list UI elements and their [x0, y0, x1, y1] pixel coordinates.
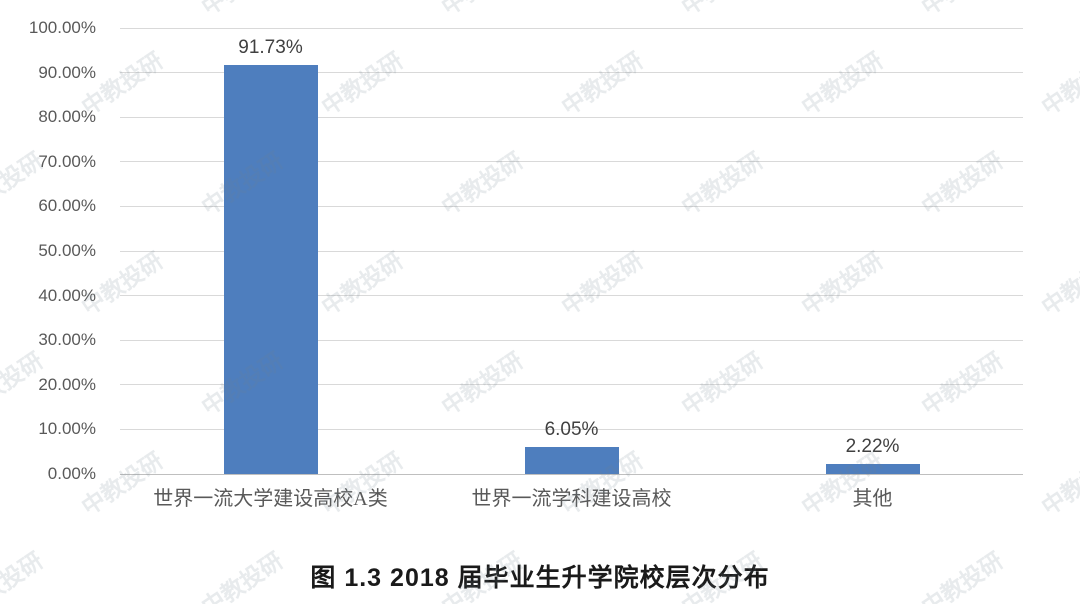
- watermark-text: 中教投研: [673, 0, 768, 22]
- y-tick-label: 70.00%: [38, 151, 96, 171]
- gridline: [120, 72, 1023, 74]
- watermark-text: 中教投研: [1036, 247, 1080, 321]
- plot-area: 91.73% 6.05% 2.22%: [120, 27, 1023, 475]
- bar: [223, 64, 318, 474]
- gridline: [120, 205, 1023, 207]
- y-tick-label: 60.00%: [38, 196, 96, 216]
- bar: [524, 447, 619, 474]
- y-tick-label: 10.00%: [38, 419, 96, 439]
- watermark-text: 中教投研: [1036, 47, 1080, 121]
- watermark-text: 中教投研: [913, 0, 1008, 22]
- y-tick-label: 100.00%: [28, 18, 96, 37]
- bar: [825, 464, 920, 474]
- gridline: [120, 295, 1023, 297]
- bar-slot: 2.22%: [722, 28, 1023, 474]
- bar-value-label: 91.73%: [238, 36, 303, 58]
- gridline: [120, 116, 1023, 118]
- bar-value-label: 6.05%: [544, 419, 599, 441]
- y-tick-label: 50.00%: [38, 241, 96, 260]
- y-tick-label: 20.00%: [38, 374, 96, 394]
- y-tick-label: 40.00%: [38, 285, 96, 305]
- y-tick-label: 90.00%: [38, 62, 96, 82]
- x-category-label: 世界一流大学建设高校A类: [153, 488, 388, 510]
- bar-slot: 91.73%: [120, 28, 421, 474]
- gridline: [120, 384, 1023, 386]
- watermark-text: 中教投研: [193, 0, 288, 22]
- x-category-label: 其他: [852, 488, 893, 510]
- x-axis-line: [120, 473, 1023, 475]
- gridline: [120, 428, 1023, 430]
- bar-value-label: 2.22%: [845, 436, 900, 458]
- y-tick-label: 30.00%: [38, 330, 96, 350]
- bar-slot: 6.05%: [421, 28, 722, 474]
- gridline: [120, 27, 1023, 29]
- x-axis-category-labels: 世界一流大学建设高校A类 世界一流学科建设高校 其他: [120, 486, 1023, 512]
- gridline: [120, 339, 1023, 341]
- chart-title: 图 1.3 2018 届毕业生升学院校层次分布: [310, 564, 770, 592]
- y-tick-label: 80.00%: [38, 107, 96, 127]
- gridline: [120, 161, 1023, 163]
- x-category-label: 世界一流学科建设高校: [471, 488, 672, 510]
- bars-row: 91.73% 6.05% 2.22%: [120, 28, 1023, 474]
- watermark-text: 中教投研: [1036, 447, 1080, 521]
- gridline: [120, 250, 1023, 252]
- y-axis-tick-labels: 100.00% 90.00% 80.00% 70.00% 60.00% 50.00% 40.…: [0, 19, 106, 483]
- y-tick-label: 0.00%: [47, 464, 96, 483]
- watermark-text: 中教投研: [433, 0, 528, 22]
